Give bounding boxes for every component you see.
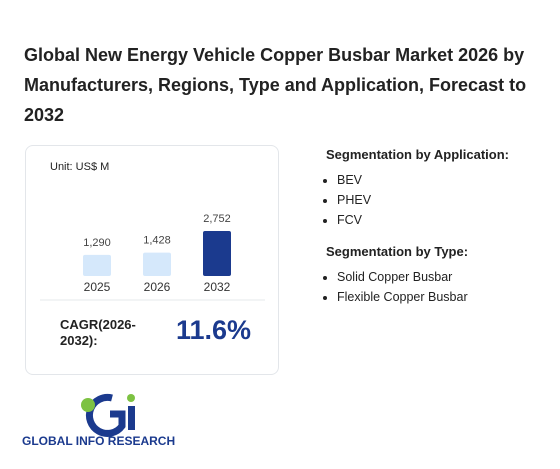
category-label: 2026 — [144, 280, 171, 294]
category-label: 2025 — [84, 280, 111, 294]
list-item: PHEV — [337, 190, 371, 210]
bar — [143, 252, 171, 276]
list-item: Flexible Copper Busbar — [337, 287, 468, 307]
segment-heading: Segmentation by Application: — [326, 147, 509, 162]
type-list: Solid Copper BusbarFlexible Copper Busba… — [322, 267, 468, 307]
list-item: FCV — [337, 210, 371, 230]
segment-heading: Segmentation by Type: — [326, 244, 469, 259]
bar — [203, 231, 231, 276]
cagr-value: 11.6% — [176, 315, 252, 345]
title: Global New Energy Vehicle Copper Busbar … — [24, 45, 527, 125]
bar — [83, 254, 111, 276]
cagr-label: CAGR(2026-2032): — [60, 317, 136, 348]
application-list: BEVPHEVFCV — [322, 170, 371, 230]
list-item: BEV — [337, 170, 371, 190]
chart-card — [25, 145, 279, 375]
logo-mark — [81, 393, 135, 437]
list-item: Solid Copper Busbar — [337, 267, 468, 287]
value-label: 1,428 — [143, 235, 171, 247]
unit: Unit: US$ M — [50, 161, 110, 173]
logo-text: GLOBAL INFO RESEARCH — [22, 434, 176, 448]
value-label: 2,752 — [203, 213, 231, 225]
value-label: 1,290 — [83, 237, 111, 249]
category-label: 2032 — [204, 280, 231, 294]
